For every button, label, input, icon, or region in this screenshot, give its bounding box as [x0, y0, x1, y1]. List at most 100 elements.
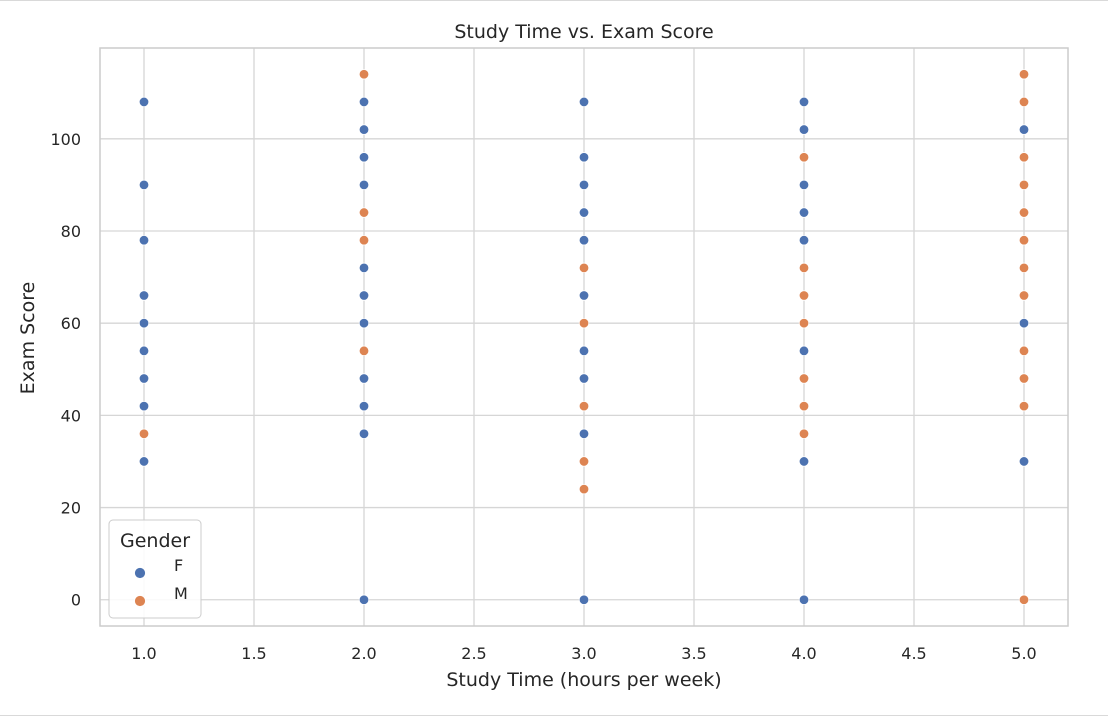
data-point-m: [1018, 400, 1030, 412]
data-point-m: [798, 373, 810, 384]
data-point-f: [138, 179, 150, 191]
x-tick-label: 2.0: [351, 644, 376, 663]
data-point-f: [358, 290, 370, 301]
data-point-m: [798, 428, 810, 439]
data-point-m: [358, 69, 370, 80]
x-tick-label: 4.0: [791, 644, 816, 663]
x-tick-labels: 1.0 1.5 2.0 2.5 3.0 3.5 4.0 4.5 5.0: [131, 644, 1036, 663]
legend-box: [108, 519, 202, 619]
x-tick-label: 5.0: [1011, 644, 1036, 663]
data-point-f: [798, 124, 810, 135]
legend-marker-f: [134, 567, 146, 579]
legend-entries: FM: [134, 556, 188, 607]
data-point-f: [578, 207, 590, 218]
legend: Gender FM: [108, 519, 202, 619]
grid: [100, 48, 1068, 626]
data-point-f: [138, 345, 150, 357]
data-point-f: [358, 373, 370, 384]
data-points: [138, 69, 1030, 605]
data-point-f: [578, 345, 590, 357]
data-point-m: [1018, 235, 1030, 246]
data-point-f: [798, 456, 810, 467]
y-tick-label: 40: [61, 406, 81, 425]
legend-label-m: M: [174, 584, 188, 603]
legend-label-f: F: [174, 556, 183, 575]
data-point-f: [358, 400, 370, 412]
data-point-f: [138, 456, 150, 467]
data-point-f: [578, 290, 590, 301]
bottom-divider: [0, 715, 1108, 716]
data-point-f: [798, 96, 810, 108]
data-point-m: [578, 262, 590, 274]
data-point-f: [578, 179, 590, 191]
y-tick-label: 60: [61, 314, 81, 333]
data-point-m: [1018, 373, 1030, 384]
data-point-f: [358, 428, 370, 439]
data-point-m: [578, 456, 590, 467]
data-point-f: [578, 373, 590, 384]
data-point-m: [358, 345, 370, 357]
data-point-m: [798, 262, 810, 274]
data-point-f: [798, 207, 810, 218]
data-point-m: [1018, 345, 1030, 357]
data-point-f: [578, 235, 590, 246]
data-point-f: [358, 96, 370, 108]
x-tick-label: 3.5: [681, 644, 706, 663]
data-point-m: [138, 428, 150, 439]
data-point-f: [138, 235, 150, 246]
y-tick-label: 100: [50, 130, 81, 149]
data-point-m: [1018, 594, 1030, 605]
data-point-f: [358, 594, 370, 605]
top-divider: [0, 0, 1108, 1]
data-point-f: [798, 594, 810, 605]
y-tick-label: 0: [71, 591, 81, 610]
data-point-m: [1018, 69, 1030, 80]
x-tick-label: 2.5: [461, 644, 486, 663]
data-point-f: [358, 179, 370, 191]
x-axis-label: Study Time (hours per week): [446, 669, 721, 691]
data-point-f: [138, 373, 150, 384]
data-point-f: [798, 179, 810, 191]
data-point-f: [358, 152, 370, 163]
data-point-f: [798, 235, 810, 246]
plot-frame: [99, 47, 1069, 627]
data-point-f: [138, 317, 150, 329]
data-point-m: [798, 317, 810, 329]
data-point-m: [578, 483, 590, 495]
data-point-f: [138, 290, 150, 301]
data-point-f: [578, 96, 590, 108]
data-point-m: [578, 400, 590, 412]
data-point-m: [358, 235, 370, 246]
data-point-m: [798, 152, 810, 163]
data-point-f: [578, 428, 590, 439]
y-tick-label: 20: [61, 499, 81, 518]
data-point-f: [1018, 456, 1030, 467]
x-tick-label: 1.0: [131, 644, 156, 663]
y-axis-label: Exam Score: [17, 282, 39, 395]
x-tick-label: 1.5: [241, 644, 266, 663]
data-point-f: [358, 317, 370, 329]
data-point-m: [1018, 262, 1030, 274]
legend-marker-m: [134, 595, 146, 607]
data-point-m: [1018, 290, 1030, 301]
data-point-m: [798, 290, 810, 301]
data-point-f: [798, 345, 810, 357]
data-point-m: [1018, 179, 1030, 191]
data-point-m: [1018, 152, 1030, 163]
data-point-f: [578, 594, 590, 605]
data-point-m: [798, 400, 810, 412]
legend-title: Gender: [120, 530, 190, 552]
x-tick-label: 4.5: [901, 644, 926, 663]
y-tick-labels: 0 20 40 60 80 100: [50, 130, 81, 610]
y-tick-label: 80: [61, 222, 81, 241]
x-tick-label: 3.0: [571, 644, 596, 663]
data-point-m: [578, 317, 590, 329]
data-point-f: [358, 262, 370, 274]
data-point-m: [358, 207, 370, 218]
data-point-f: [578, 152, 590, 163]
chart-title: Study Time vs. Exam Score: [454, 21, 713, 43]
data-point-m: [1018, 96, 1030, 108]
data-point-f: [1018, 124, 1030, 135]
data-point-f: [138, 96, 150, 108]
